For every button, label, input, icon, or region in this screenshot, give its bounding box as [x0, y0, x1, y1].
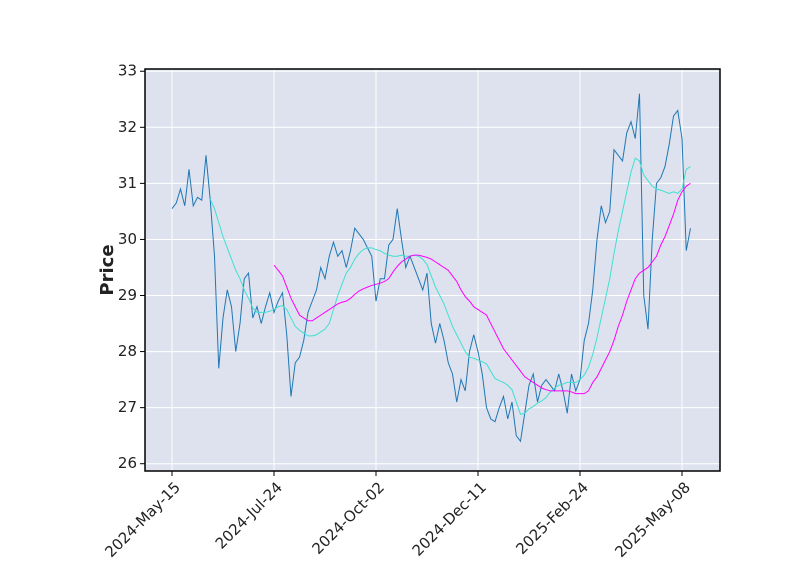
- x-tick-label: 2024-Dec-11: [409, 478, 490, 559]
- y-tick-label: 27: [118, 398, 137, 416]
- x-tick-label: 2025-May-08: [611, 478, 694, 561]
- x-tick-label: 2024-Jul-24: [212, 478, 286, 552]
- price-line: [209, 157, 691, 415]
- x-tick-label: 2025-Feb-24: [512, 478, 592, 558]
- axes-frame: [144, 68, 721, 472]
- price-line: [273, 182, 691, 395]
- y-tick-label: 29: [118, 286, 137, 304]
- y-tick-label: 33: [118, 62, 137, 80]
- y-tick-label: 31: [118, 174, 137, 192]
- x-tick-label: 2024-Oct-02: [308, 478, 388, 558]
- y-tick-label: 32: [118, 118, 137, 136]
- y-tick-label: 30: [118, 230, 137, 248]
- y-axis-label: Price: [97, 244, 118, 295]
- x-tick-label: 2024-May-15: [101, 478, 184, 561]
- plot-area: [145, 69, 720, 471]
- y-tick-label: 26: [118, 454, 137, 472]
- y-tick-label: 28: [118, 342, 137, 360]
